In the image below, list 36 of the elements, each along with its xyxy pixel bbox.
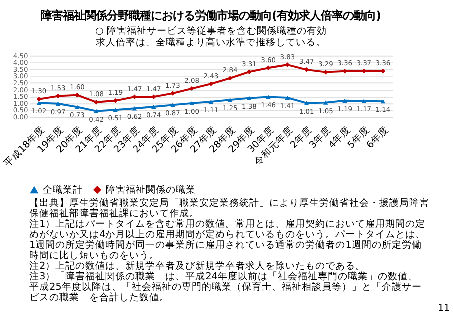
text: 注2）上記の数値は、新規学卒者及び新規学卒者求人を除いたものである。 [30, 260, 366, 272]
chart-title: 障害福祉関係分野職種における労働市場の動向(有効求人倍率の動向) [40, 8, 382, 23]
point [190, 86, 194, 92]
point [285, 62, 290, 68]
chart-subtitle: ○ 障害福祉サービス等従事者を含む関係職種の有効求人倍率は、全職種より高い水準で推移している。 [96, 24, 327, 48]
text: 【出典】厚生労働省職業安定局「職業安定業務統計」により厚生労働省社会・援護局障害保健福祉部障害福祉課において作成。 [30, 196, 430, 220]
point [266, 66, 271, 71]
point [304, 68, 310, 72]
text: 11 [438, 303, 450, 314]
point [94, 109, 99, 114]
point [208, 100, 214, 104]
point [285, 96, 290, 100]
point [324, 100, 328, 105]
legend-label: 障害福祉関係の職業 [106, 184, 196, 196]
point [324, 70, 328, 75]
text: 注1）上記はパートタイムを含む常用の数値。常用とは、雇用契約において雇用期間の定めがないか又は4か月以上の雇用期間が定められているものをいう。パートタイムとは、1週間の所定労働時間が同一の事業所に雇用されている通常の労働者の1週間の所定労働時間に比し短いものをいう。 [30, 218, 426, 262]
point [304, 101, 310, 106]
point [190, 101, 194, 106]
legend-label: 全職業計 [43, 184, 84, 196]
point [342, 98, 348, 103]
point [151, 104, 156, 110]
point [113, 108, 118, 112]
point [247, 70, 252, 74]
point [228, 76, 233, 81]
point [36, 101, 42, 106]
point [132, 106, 138, 111]
point [56, 102, 61, 106]
point [94, 100, 99, 105]
point [208, 82, 214, 86]
point [228, 98, 233, 102]
point [266, 95, 271, 100]
point [75, 92, 80, 98]
text: 注3）「障害福祉関係の職業」は、平成24年度以前は「社会福祉専門の職業」の数値、平成25年度以降は、「社会福祉の専門的職業（保育士、福祉相談員等）」と「介護サービスの職業」を合計した数値。 [30, 270, 422, 304]
point [170, 103, 176, 108]
point [247, 96, 252, 100]
point [380, 99, 386, 104]
